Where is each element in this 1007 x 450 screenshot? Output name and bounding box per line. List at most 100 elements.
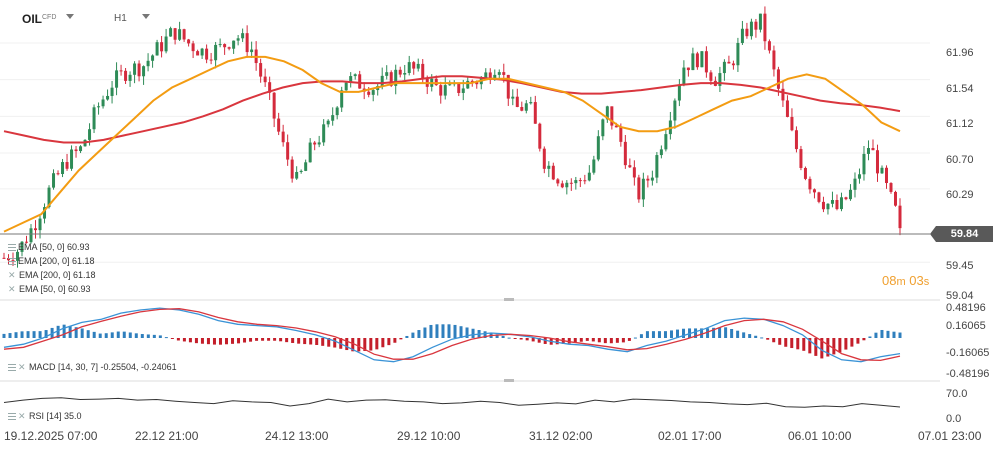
macd-bar <box>74 327 78 338</box>
candle-body <box>164 36 168 52</box>
close-icon[interactable]: ✕ <box>8 284 16 294</box>
macd-bar <box>633 337 637 339</box>
candle-body <box>560 183 564 188</box>
macd-bar <box>706 328 710 338</box>
legend-item[interactable]: EMA [200, 0] 61.18 <box>8 256 95 266</box>
candle-body <box>34 228 38 231</box>
rsi-legend[interactable]: ✕ RSI [14] 35.0 <box>8 411 82 422</box>
settings-list-icon[interactable] <box>8 244 16 252</box>
macd-bar <box>393 338 397 343</box>
candle-body <box>290 159 294 179</box>
macd-bar <box>615 338 619 343</box>
candle-body <box>601 119 605 137</box>
candle-body <box>137 63 141 77</box>
candle-body <box>637 177 641 200</box>
candle-body <box>322 124 326 143</box>
macd-bar <box>92 331 96 338</box>
macd-bar <box>790 338 794 349</box>
macd-bar <box>748 334 752 338</box>
macd-bar <box>694 328 698 338</box>
candle-body <box>371 90 375 95</box>
symbol-type: CFD <box>42 14 57 21</box>
timeframe-selector[interactable]: H1 <box>114 13 127 24</box>
legend-item[interactable]: ✕ EMA [50, 0] 60.93 <box>8 284 91 295</box>
countdown-seconds-unit: s <box>923 276 930 288</box>
macd-bar <box>26 331 30 338</box>
settings-list-icon[interactable] <box>8 258 16 266</box>
macd-bar <box>639 334 643 338</box>
macd-bar <box>645 331 649 338</box>
candle-body <box>317 142 321 145</box>
resize-handle[interactable] <box>504 298 514 301</box>
candle-body <box>115 70 119 88</box>
macd-bar <box>243 338 247 343</box>
chart-header: OIL CFD H1 <box>0 0 940 34</box>
candle-body <box>29 228 33 243</box>
chevron-down-icon[interactable] <box>66 14 74 19</box>
candle-body <box>421 63 425 79</box>
candle-body <box>358 74 362 89</box>
macd-bar <box>327 338 331 347</box>
macd-bar <box>441 324 445 338</box>
y-tick: -0.48196 <box>946 368 990 380</box>
macd-bar <box>188 338 192 343</box>
y-tick: 61.54 <box>946 83 974 95</box>
macd-bar <box>820 338 824 359</box>
candle-body <box>488 72 492 81</box>
settings-list-icon[interactable] <box>8 413 16 421</box>
close-icon[interactable]: ✕ <box>8 270 16 280</box>
candle-body <box>263 76 267 83</box>
candle-body <box>182 29 186 40</box>
candle-body <box>754 21 758 30</box>
legend-item[interactable]: EMA [50, 0] 60.93 <box>8 242 90 252</box>
macd-bar <box>585 338 589 341</box>
macd-legend[interactable]: ✕ MACD [14, 30, 7] -0.25504, -0.24061 <box>8 362 177 373</box>
close-icon[interactable]: ✕ <box>18 411 26 421</box>
candle-body <box>592 159 596 173</box>
macd-bar <box>387 338 391 346</box>
x-tick: 19.12.2025 07:00 <box>4 429 98 443</box>
candle-body <box>803 167 807 179</box>
chevron-down-icon[interactable] <box>142 14 150 19</box>
macd-bar <box>579 338 583 342</box>
candle-body <box>659 149 663 156</box>
macd-bar <box>718 327 722 338</box>
macd-bar <box>627 338 631 341</box>
candle-body <box>232 40 236 49</box>
resize-handle[interactable] <box>504 379 514 382</box>
macd-bar <box>134 333 138 338</box>
candle-body <box>862 153 866 175</box>
candle-body <box>25 241 29 243</box>
candle-body <box>151 55 155 61</box>
macd-bar <box>760 337 764 339</box>
macd-bar <box>321 338 325 346</box>
legend-item[interactable]: ✕ EMA [200, 0] 61.18 <box>8 270 96 281</box>
candle-body <box>416 63 420 69</box>
macd-bar <box>435 324 439 338</box>
macd-bar <box>507 337 511 339</box>
candle-body <box>691 53 695 71</box>
symbol-name[interactable]: OIL <box>22 12 42 26</box>
candle-body <box>398 69 402 75</box>
x-tick: 07.01 23:00 <box>918 429 982 443</box>
candle-body <box>380 75 384 86</box>
y-tick: 59.04 <box>946 290 974 302</box>
macd-bar <box>56 325 60 338</box>
candle-body <box>160 42 164 52</box>
candle-body <box>682 67 686 86</box>
macd-bar <box>146 334 150 338</box>
candle-body <box>268 82 272 93</box>
settings-list-icon[interactable] <box>8 364 16 372</box>
candle-body <box>272 92 276 119</box>
legend-text: EMA [50, 0] 60.93 <box>19 284 91 294</box>
macd-bar <box>862 338 866 341</box>
macd-bar <box>766 338 770 340</box>
candle-body <box>605 106 609 120</box>
macd-bar <box>712 327 716 338</box>
candle-body <box>578 180 582 182</box>
candle-body <box>704 51 708 73</box>
macd-bar <box>369 338 373 351</box>
close-icon[interactable]: ✕ <box>18 362 26 372</box>
macd-bar <box>796 338 800 350</box>
